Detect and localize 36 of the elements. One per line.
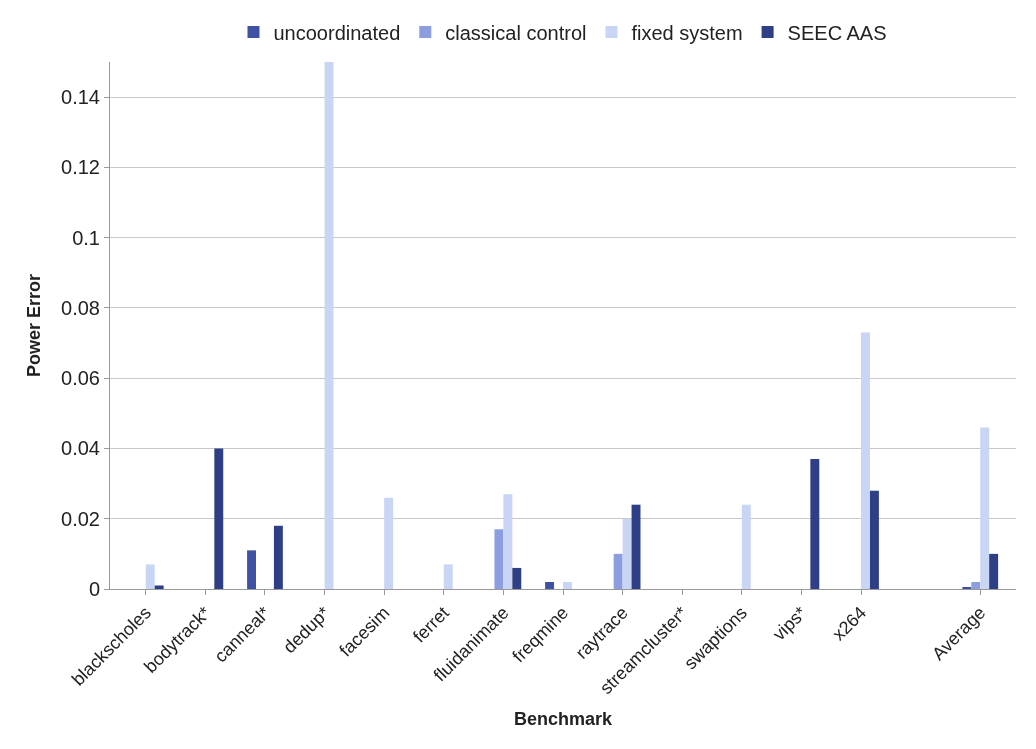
legend-label: uncoordinated [273,21,401,44]
legend-label: classical control [445,21,587,44]
bar [613,553,623,589]
bar [145,564,155,589]
y-axis-title: Power Error [24,273,45,378]
y-tick-label: 0 [88,578,100,600]
y-tick-label: 0.14 [61,86,100,109]
bar [971,581,981,589]
x-axis-title: Benchmark [513,709,614,730]
bar [980,427,990,589]
bar [443,564,453,589]
legend-label: fixed system [631,21,743,44]
bar [494,529,504,589]
y-tick-label: 0.02 [61,507,100,530]
bar [214,448,224,589]
y-tick-label: 0.1 [72,226,100,249]
y-tick-label: 0.12 [61,156,100,179]
y-tick-label: 0.06 [61,367,100,390]
bar [247,550,257,589]
bar [154,585,164,589]
bar [861,332,870,589]
bar [563,581,572,589]
bar [869,490,879,589]
bar [810,459,820,589]
bar [545,581,555,589]
bar [503,494,513,589]
legend-label: SEEC AAS [787,21,887,44]
bar [324,62,334,589]
y-tick-label: 0.04 [61,437,100,460]
bar [741,504,751,589]
bar [273,525,283,589]
bar [512,567,522,589]
bar [989,553,999,589]
bar [622,518,632,589]
y-tick-label: 0.08 [61,296,100,319]
bar [384,497,394,589]
